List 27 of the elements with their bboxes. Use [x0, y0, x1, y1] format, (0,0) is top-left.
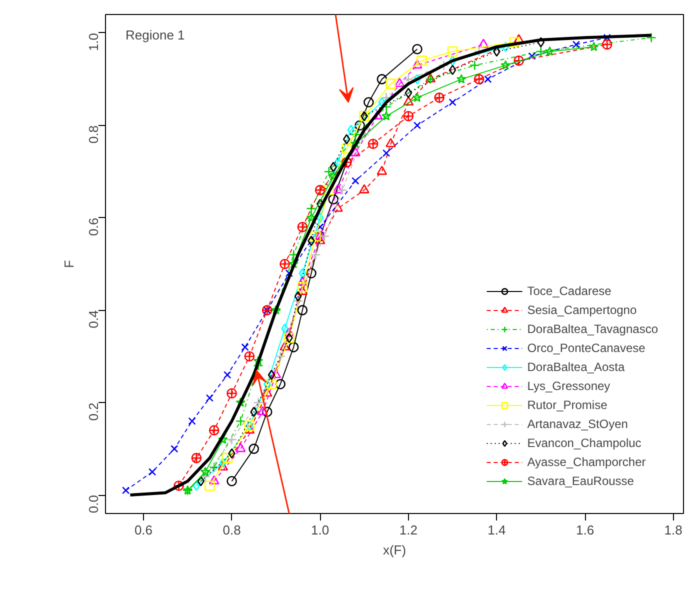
legend-label: Savara_EauRousse: [527, 474, 634, 488]
annotation: Regione 1: [126, 28, 185, 42]
legend-label: Sesia_Campertogno: [527, 303, 637, 317]
legend-label: Artanavaz_StOyen: [527, 417, 628, 431]
legend-label: Evancon_Champoluc: [527, 436, 642, 450]
x-tick-label: 0.6: [134, 522, 153, 538]
legend-label: DoraBaltea_Tavagnasco: [527, 322, 658, 336]
x-axis-title: x(F): [382, 542, 406, 558]
x-tick-label: 1.6: [576, 522, 594, 538]
x-tick-label: 1.8: [664, 522, 682, 538]
legend-label: Orco_PonteCanavese: [527, 341, 646, 355]
legend-label: Rutor_Promise: [527, 398, 608, 412]
legend-label: Toce_Cadarese: [527, 284, 612, 298]
y-tick-label: 0.6: [86, 218, 101, 236]
y-tick-label: 0.4: [86, 310, 101, 328]
legend-label: DoraBaltea_Aosta: [527, 360, 625, 374]
y-tick-label: 1.0: [86, 32, 101, 52]
legend-label: Lys_Gressoney: [527, 379, 610, 393]
x-tick-label: 1.0: [311, 522, 330, 538]
y-axis-title: F: [62, 260, 76, 268]
legend-label: Ayasse_Champorcher: [527, 455, 646, 469]
x-tick-label: 1.2: [399, 522, 418, 538]
y-tick-label: 0.0: [86, 495, 101, 514]
y-tick-label: 0.2: [86, 402, 101, 421]
x-tick-label: 1.4: [488, 522, 506, 538]
y-tick-label: 0.8: [86, 125, 101, 144]
x-tick-label: 0.8: [222, 522, 241, 538]
